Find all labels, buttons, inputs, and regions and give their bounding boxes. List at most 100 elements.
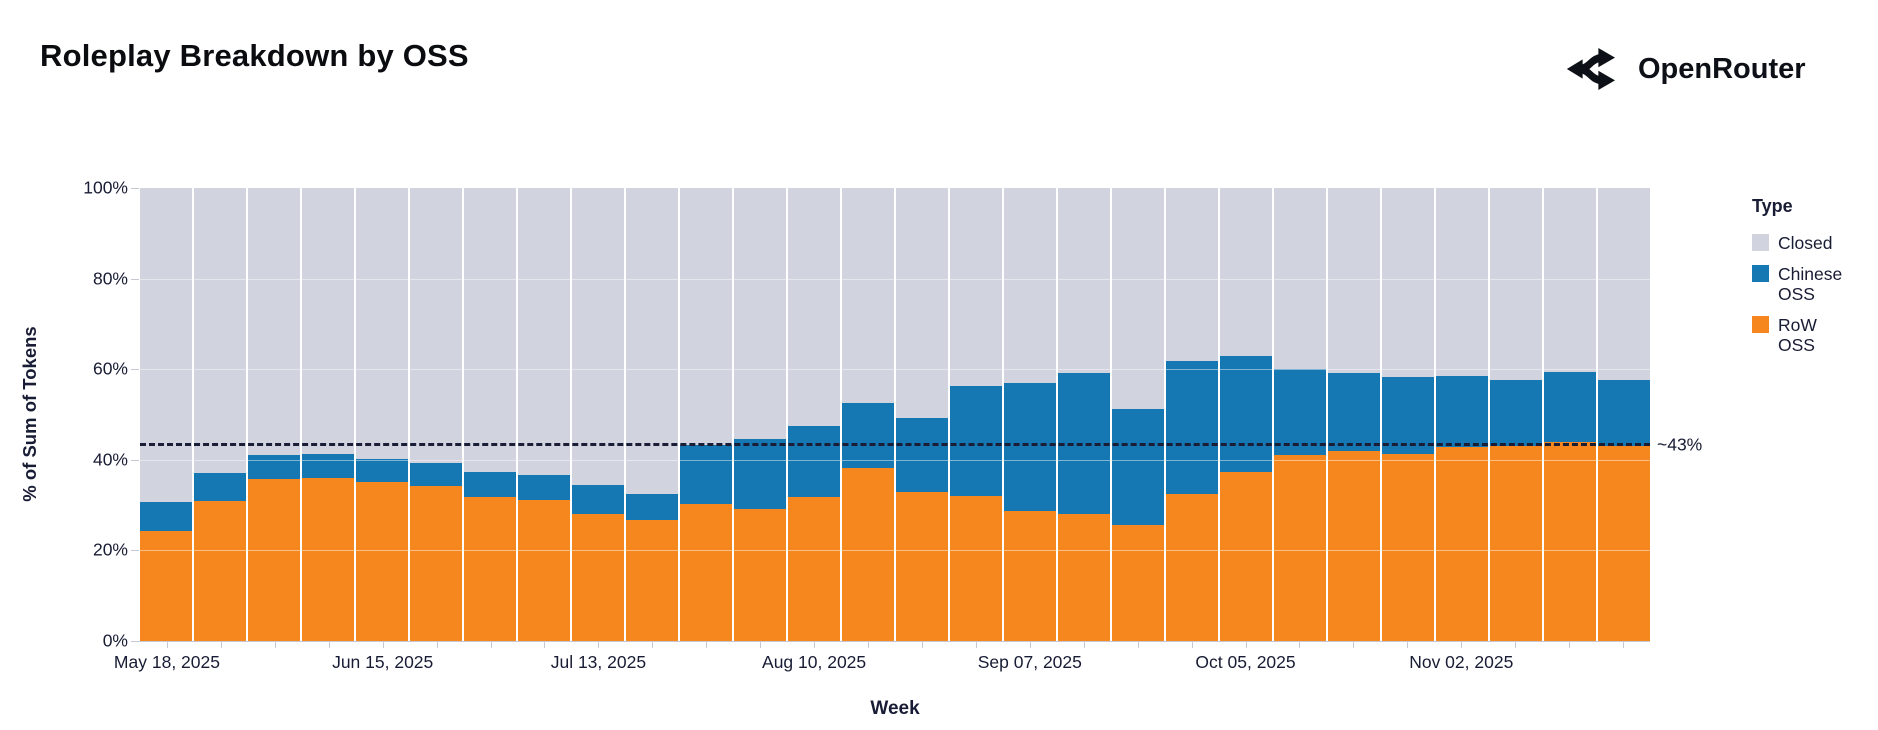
segment-closed[interactable] xyxy=(248,188,300,455)
bar-sep-07-2025[interactable] xyxy=(1004,188,1056,641)
bar-oct-12-2025[interactable] xyxy=(1274,188,1326,641)
segment-chinese-oss[interactable] xyxy=(1490,379,1542,446)
segment-chinese-oss[interactable] xyxy=(1544,371,1596,442)
segment-row-oss[interactable] xyxy=(1328,450,1380,641)
segment-closed[interactable] xyxy=(788,188,840,426)
segment-chinese-oss[interactable] xyxy=(248,454,300,480)
segment-row-oss[interactable] xyxy=(1274,454,1326,641)
segment-chinese-oss[interactable] xyxy=(356,459,408,483)
segment-row-oss[interactable] xyxy=(680,503,732,641)
segment-chinese-oss[interactable] xyxy=(464,472,516,498)
segment-row-oss[interactable] xyxy=(1112,525,1164,641)
segment-chinese-oss[interactable] xyxy=(1166,361,1218,495)
bar-aug-31-2025[interactable] xyxy=(950,188,1002,641)
segment-closed[interactable] xyxy=(896,188,948,419)
bar-jun-15-2025[interactable] xyxy=(356,188,408,641)
segment-row-oss[interactable] xyxy=(788,497,840,641)
segment-closed[interactable] xyxy=(1544,188,1596,372)
segment-chinese-oss[interactable] xyxy=(896,418,948,493)
segment-row-oss[interactable] xyxy=(1436,446,1488,641)
segment-closed[interactable] xyxy=(1112,188,1164,410)
segment-closed[interactable] xyxy=(1058,188,1110,374)
segment-closed[interactable] xyxy=(464,188,516,473)
bar-may-25-2025[interactable] xyxy=(194,188,246,641)
bar-sep-28-2025[interactable] xyxy=(1166,188,1218,641)
segment-row-oss[interactable] xyxy=(842,468,894,641)
segment-row-oss[interactable] xyxy=(1598,445,1650,641)
segment-row-oss[interactable] xyxy=(302,478,354,641)
bar-jul-13-2025[interactable] xyxy=(572,188,624,641)
segment-chinese-oss[interactable] xyxy=(410,463,462,487)
segment-chinese-oss[interactable] xyxy=(1004,383,1056,511)
segment-row-oss[interactable] xyxy=(572,514,624,641)
segment-row-oss[interactable] xyxy=(194,501,246,641)
segment-closed[interactable] xyxy=(410,188,462,464)
segment-row-oss[interactable] xyxy=(1058,514,1110,641)
segment-row-oss[interactable] xyxy=(950,496,1002,641)
bar-jun-22-2025[interactable] xyxy=(410,188,462,641)
segment-chinese-oss[interactable] xyxy=(1112,409,1164,526)
bar-nov-23-2025[interactable] xyxy=(1598,188,1650,641)
bar-aug-10-2025[interactable] xyxy=(788,188,840,641)
segment-row-oss[interactable] xyxy=(518,500,570,641)
bar-may-18-2025[interactable] xyxy=(140,188,192,641)
segment-chinese-oss[interactable] xyxy=(788,425,840,498)
bar-aug-17-2025[interactable] xyxy=(842,188,894,641)
segment-chinese-oss[interactable] xyxy=(842,402,894,469)
bar-sep-21-2025[interactable] xyxy=(1112,188,1164,641)
bar-oct-05-2025[interactable] xyxy=(1220,188,1272,641)
segment-row-oss[interactable] xyxy=(1166,494,1218,641)
segment-chinese-oss[interactable] xyxy=(194,472,246,502)
segment-closed[interactable] xyxy=(518,188,570,475)
bar-jun-29-2025[interactable] xyxy=(464,188,516,641)
bar-jul-27-2025[interactable] xyxy=(680,188,732,641)
segment-closed[interactable] xyxy=(1004,188,1056,384)
segment-row-oss[interactable] xyxy=(356,482,408,641)
segment-closed[interactable] xyxy=(1490,188,1542,380)
segment-closed[interactable] xyxy=(1166,188,1218,362)
bar-sep-14-2025[interactable] xyxy=(1058,188,1110,641)
bar-jun-08-2025[interactable] xyxy=(302,188,354,641)
segment-row-oss[interactable] xyxy=(140,530,192,641)
segment-chinese-oss[interactable] xyxy=(734,439,786,510)
segment-row-oss[interactable] xyxy=(410,486,462,641)
bar-oct-26-2025[interactable] xyxy=(1382,188,1434,641)
segment-closed[interactable] xyxy=(680,188,732,445)
segment-row-oss[interactable] xyxy=(734,509,786,641)
bar-aug-24-2025[interactable] xyxy=(896,188,948,641)
segment-chinese-oss[interactable] xyxy=(626,494,678,521)
segment-chinese-oss[interactable] xyxy=(1598,379,1650,446)
segment-closed[interactable] xyxy=(842,188,894,403)
segment-row-oss[interactable] xyxy=(1382,453,1434,641)
segment-row-oss[interactable] xyxy=(1004,510,1056,641)
segment-chinese-oss[interactable] xyxy=(518,474,570,501)
legend-item-row-oss[interactable]: RoW OSS xyxy=(1752,315,1878,355)
segment-closed[interactable] xyxy=(1274,188,1326,370)
segment-closed[interactable] xyxy=(734,188,786,440)
segment-closed[interactable] xyxy=(572,188,624,486)
segment-chinese-oss[interactable] xyxy=(572,485,624,515)
segment-chinese-oss[interactable] xyxy=(1382,377,1434,454)
legend-item-closed[interactable]: Closed xyxy=(1752,233,1878,253)
bar-jul-06-2025[interactable] xyxy=(518,188,570,641)
segment-chinese-oss[interactable] xyxy=(950,385,1002,497)
segment-row-oss[interactable] xyxy=(1490,445,1542,641)
segment-closed[interactable] xyxy=(1382,188,1434,378)
segment-chinese-oss[interactable] xyxy=(302,454,354,479)
bar-jun-01-2025[interactable] xyxy=(248,188,300,641)
bar-nov-09-2025[interactable] xyxy=(1490,188,1542,641)
segment-closed[interactable] xyxy=(1220,188,1272,356)
segment-chinese-oss[interactable] xyxy=(1220,355,1272,473)
segment-chinese-oss[interactable] xyxy=(140,502,192,531)
segment-chinese-oss[interactable] xyxy=(1328,373,1380,451)
segment-closed[interactable] xyxy=(356,188,408,460)
bar-jul-20-2025[interactable] xyxy=(626,188,678,641)
segment-closed[interactable] xyxy=(1598,188,1650,380)
segment-chinese-oss[interactable] xyxy=(1274,369,1326,455)
legend-item-chinese-oss[interactable]: Chinese OSS xyxy=(1752,264,1878,304)
segment-closed[interactable] xyxy=(302,188,354,455)
openrouter-brand[interactable]: OpenRouter xyxy=(1566,44,1806,94)
bar-nov-02-2025[interactable] xyxy=(1436,188,1488,641)
segment-closed[interactable] xyxy=(950,188,1002,386)
segment-chinese-oss[interactable] xyxy=(1436,376,1488,447)
